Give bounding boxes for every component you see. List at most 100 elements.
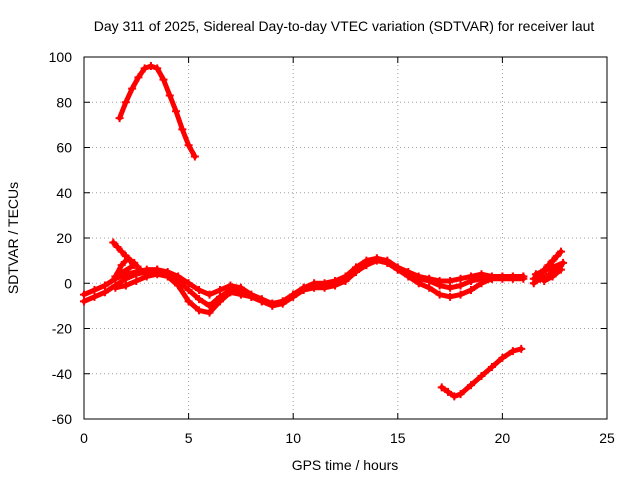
x-tick-label: 5	[185, 430, 193, 446]
y-tick-label: 80	[56, 94, 72, 110]
data-point	[487, 274, 496, 283]
series-early-spikes	[109, 238, 145, 281]
data-point	[544, 261, 553, 270]
data-point	[100, 281, 109, 290]
data-point	[559, 258, 568, 267]
data-point	[257, 297, 266, 306]
data-point	[289, 290, 298, 299]
y-axis-label: SDTVAR / TECUs	[5, 182, 21, 294]
data-point	[117, 261, 126, 270]
series-main-1	[80, 254, 528, 308]
data-point	[236, 290, 245, 299]
data-point	[531, 270, 540, 279]
series-main-3	[111, 254, 528, 317]
data-point	[529, 279, 538, 288]
data-point	[362, 256, 371, 265]
data-point	[109, 238, 118, 247]
data-point	[548, 256, 557, 265]
data-point	[425, 283, 434, 292]
data-point	[165, 91, 174, 100]
data-point	[435, 290, 444, 299]
x-tick-label: 25	[599, 430, 615, 446]
data-point	[446, 292, 455, 301]
data-point	[536, 274, 545, 283]
y-tick-label: 20	[56, 230, 72, 246]
data-point	[310, 279, 319, 288]
y-tick-label: -40	[52, 366, 72, 382]
data-point	[247, 292, 256, 301]
data-point	[140, 64, 149, 73]
x-tick-label: 15	[390, 430, 406, 446]
data-point	[268, 299, 277, 308]
data-point	[111, 272, 120, 281]
data-point	[113, 243, 122, 252]
data-point	[80, 297, 88, 306]
data-point	[446, 276, 455, 285]
data-point	[146, 62, 155, 71]
data-point	[115, 114, 124, 123]
data-point	[467, 276, 476, 285]
grid-layer	[84, 57, 607, 419]
data-point	[90, 292, 99, 301]
data-point	[172, 107, 181, 116]
data-point	[299, 283, 308, 292]
y-tick-label: -20	[52, 321, 72, 337]
data-point	[121, 274, 130, 283]
data-point	[153, 64, 162, 73]
data-point	[111, 283, 120, 292]
data-point	[477, 372, 486, 381]
data-point	[215, 297, 224, 306]
data-point	[540, 276, 549, 285]
data-point	[556, 265, 565, 274]
data-point	[117, 247, 126, 256]
series-late-cluster	[529, 247, 568, 288]
data-point	[517, 344, 526, 353]
data-point	[477, 279, 486, 288]
data-point	[121, 98, 130, 107]
data-point	[456, 290, 465, 299]
series-line	[117, 63, 198, 160]
data-point	[556, 247, 565, 256]
data-point	[467, 381, 476, 390]
data-point	[174, 281, 183, 290]
data-point	[195, 286, 204, 295]
y-tick-label: 40	[56, 185, 72, 201]
data-point	[498, 272, 507, 281]
data-point	[372, 254, 381, 263]
data-point	[205, 290, 214, 299]
tick-layer: 0 5 10 15 20 25 -60 -40 -20 0 20 40 60 80 100	[49, 49, 615, 446]
data-point	[331, 276, 340, 285]
data-point	[205, 301, 214, 310]
data-point	[508, 347, 517, 356]
data-point	[134, 73, 143, 82]
data-point	[540, 265, 549, 274]
data-point	[519, 272, 528, 281]
data-point	[205, 308, 214, 317]
data-point	[435, 281, 444, 290]
y-tick-label: 0	[64, 275, 72, 291]
data-point	[425, 276, 434, 285]
data-point	[178, 125, 187, 134]
data-point	[444, 387, 453, 396]
x-tick-label: 20	[495, 430, 511, 446]
data-point	[278, 297, 287, 306]
data-point	[80, 290, 88, 299]
data-point	[184, 297, 193, 306]
data-point	[393, 265, 402, 274]
data-point	[351, 263, 360, 272]
data-point	[487, 362, 496, 371]
data-point	[404, 272, 413, 281]
data-point	[456, 274, 465, 283]
data-point	[90, 286, 99, 295]
series-line	[439, 346, 524, 399]
data-point	[132, 276, 141, 285]
data-point	[153, 270, 162, 279]
series-line	[112, 255, 526, 316]
data-point	[498, 353, 507, 362]
data-point	[184, 141, 193, 150]
data-point	[142, 272, 151, 281]
x-tick-label: 0	[80, 430, 88, 446]
data-point	[159, 75, 168, 84]
x-tick-label: 10	[285, 430, 301, 446]
